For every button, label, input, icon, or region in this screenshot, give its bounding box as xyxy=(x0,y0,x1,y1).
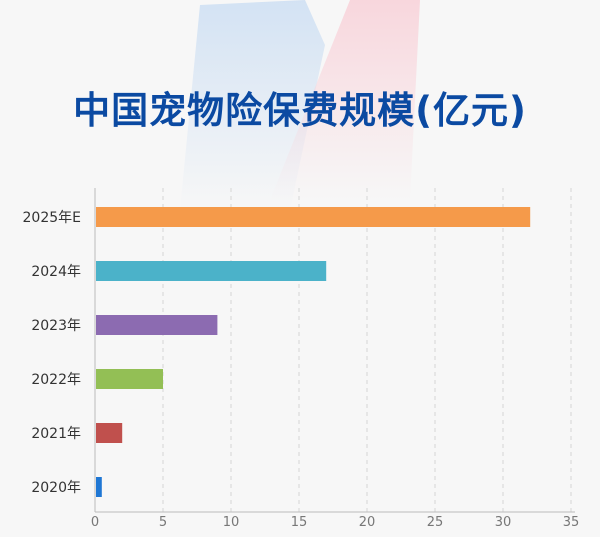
category-label: 2024年 xyxy=(31,264,81,280)
bar-2020年 xyxy=(96,477,102,497)
bar-2024年 xyxy=(96,261,327,281)
x-tick-label: 35 xyxy=(563,515,580,530)
x-tick-label: 5 xyxy=(159,515,167,530)
x-tick-label: 10 xyxy=(223,515,240,530)
x-tick-label: 20 xyxy=(359,515,376,530)
x-tick-label: 15 xyxy=(291,515,308,530)
category-label: 2021年 xyxy=(31,426,81,442)
bar-2025年E xyxy=(96,207,531,227)
category-label: 2022年 xyxy=(31,372,81,388)
x-tick-label: 0 xyxy=(91,515,99,530)
x-tick-label: 30 xyxy=(495,515,512,530)
category-label: 2020年 xyxy=(31,480,81,496)
chart-title: 中国宠物险保费规模(亿元) xyxy=(73,89,527,132)
bar-2021年 xyxy=(96,423,123,443)
bar-2023年 xyxy=(96,315,218,335)
bar-2022年 xyxy=(96,369,163,389)
category-label: 2023年 xyxy=(31,318,81,334)
watermark-red-shape xyxy=(270,0,420,200)
category-label: 2025年E xyxy=(23,210,81,226)
x-tick-label: 25 xyxy=(427,515,444,530)
